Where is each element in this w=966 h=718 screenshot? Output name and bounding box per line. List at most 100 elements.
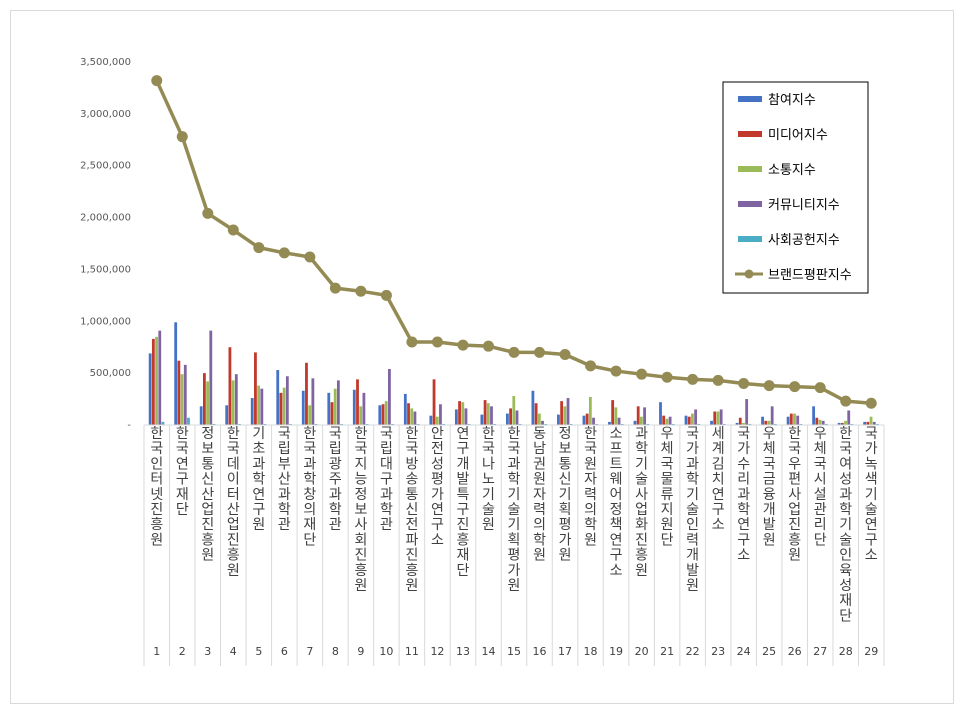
bar-4 <box>209 330 213 425</box>
bar-2 <box>534 403 538 425</box>
legend-box <box>722 81 869 294</box>
legend-swatch <box>738 166 762 172</box>
bar-4 <box>311 378 315 425</box>
rank-label: 8 <box>332 645 339 658</box>
bar-5 <box>493 423 497 425</box>
reputation-point <box>559 348 571 360</box>
reputation-point <box>202 207 214 219</box>
y-tick-label: 3,000,000 <box>80 109 131 120</box>
bar-1 <box>250 398 254 425</box>
reputation-point <box>636 368 648 380</box>
reputation-point <box>151 75 163 87</box>
rank-label: 28 <box>839 645 853 658</box>
bar-1 <box>225 405 229 425</box>
bar-3 <box>282 387 286 425</box>
rank-label: 15 <box>507 645 521 658</box>
bar-5 <box>799 423 803 425</box>
rank-label: 21 <box>660 645 674 658</box>
reputation-point <box>814 382 826 394</box>
bar-5 <box>646 423 650 425</box>
reputation-point <box>380 289 392 301</box>
legend-label: 소통지수 <box>768 163 816 178</box>
bar-3 <box>691 413 694 425</box>
reputation-point <box>329 282 341 294</box>
bar-1 <box>506 413 509 425</box>
bar-3 <box>384 401 388 425</box>
rank-label: 18 <box>584 645 598 658</box>
rank-label: 1 <box>153 645 160 658</box>
rank-label: 14 <box>481 645 495 658</box>
bar-5 <box>442 423 446 425</box>
y-tick-label: 1,500,000 <box>80 264 131 275</box>
bar-2 <box>356 379 359 425</box>
rank-label: 3 <box>204 645 211 658</box>
bar-4 <box>388 368 391 425</box>
y-tick-label: 1,000,000 <box>80 316 131 327</box>
bar-5 <box>187 417 190 425</box>
bar-5 <box>620 423 624 425</box>
bar-1 <box>684 415 688 425</box>
reputation-point <box>227 224 239 236</box>
bar-3 <box>639 416 643 425</box>
reputation-point <box>712 374 724 386</box>
bar-2 <box>789 413 793 425</box>
y-tick-label: 3,500,000 <box>80 57 131 68</box>
bar-4 <box>336 380 340 425</box>
bar-1 <box>174 322 178 425</box>
bar-2 <box>432 379 436 425</box>
bar-3 <box>308 405 312 425</box>
reputation-point <box>687 373 699 385</box>
rank-label: 7 <box>306 645 313 658</box>
reputation-point <box>865 397 877 409</box>
reputation-point <box>304 251 316 263</box>
legend-label: 참여지수 <box>768 93 816 108</box>
bar-3 <box>461 402 465 425</box>
bar-3 <box>614 407 618 425</box>
bar-4 <box>183 364 187 425</box>
bar-4 <box>770 406 774 425</box>
bar-3 <box>665 418 669 425</box>
reputation-point <box>840 395 852 407</box>
bar-1 <box>429 415 433 425</box>
bar-1 <box>327 392 331 425</box>
reputation-point <box>534 346 546 358</box>
bar-1 <box>659 402 662 425</box>
y-tick-label: 2,000,000 <box>80 213 131 224</box>
bar-4 <box>821 420 825 425</box>
bar-4 <box>515 410 519 425</box>
bar-1 <box>735 422 739 425</box>
bar-4 <box>617 417 621 425</box>
rank-label: 4 <box>230 645 237 658</box>
reputation-line <box>151 75 877 409</box>
rank-label: 13 <box>456 645 470 658</box>
bar-1 <box>557 414 560 425</box>
bar-5 <box>773 423 777 425</box>
bar-2 <box>305 362 308 425</box>
bar-2 <box>407 403 410 425</box>
bar-3 <box>818 419 822 425</box>
rank-label: 2 <box>179 645 186 658</box>
legend-label: 커뮤니티지수 <box>768 198 840 213</box>
bar-1 <box>301 390 305 425</box>
bar-1 <box>608 421 611 425</box>
bar-5 <box>671 423 675 425</box>
bar-5 <box>212 423 216 425</box>
bar-2 <box>611 400 615 425</box>
bar-5 <box>722 423 726 425</box>
rank-label: 29 <box>864 645 878 658</box>
y-axis: - 500,000 1,000,000 1,500,000 2,000,000 2,500… <box>80 57 131 431</box>
bar-1 <box>403 393 407 425</box>
bar-4 <box>541 420 544 425</box>
